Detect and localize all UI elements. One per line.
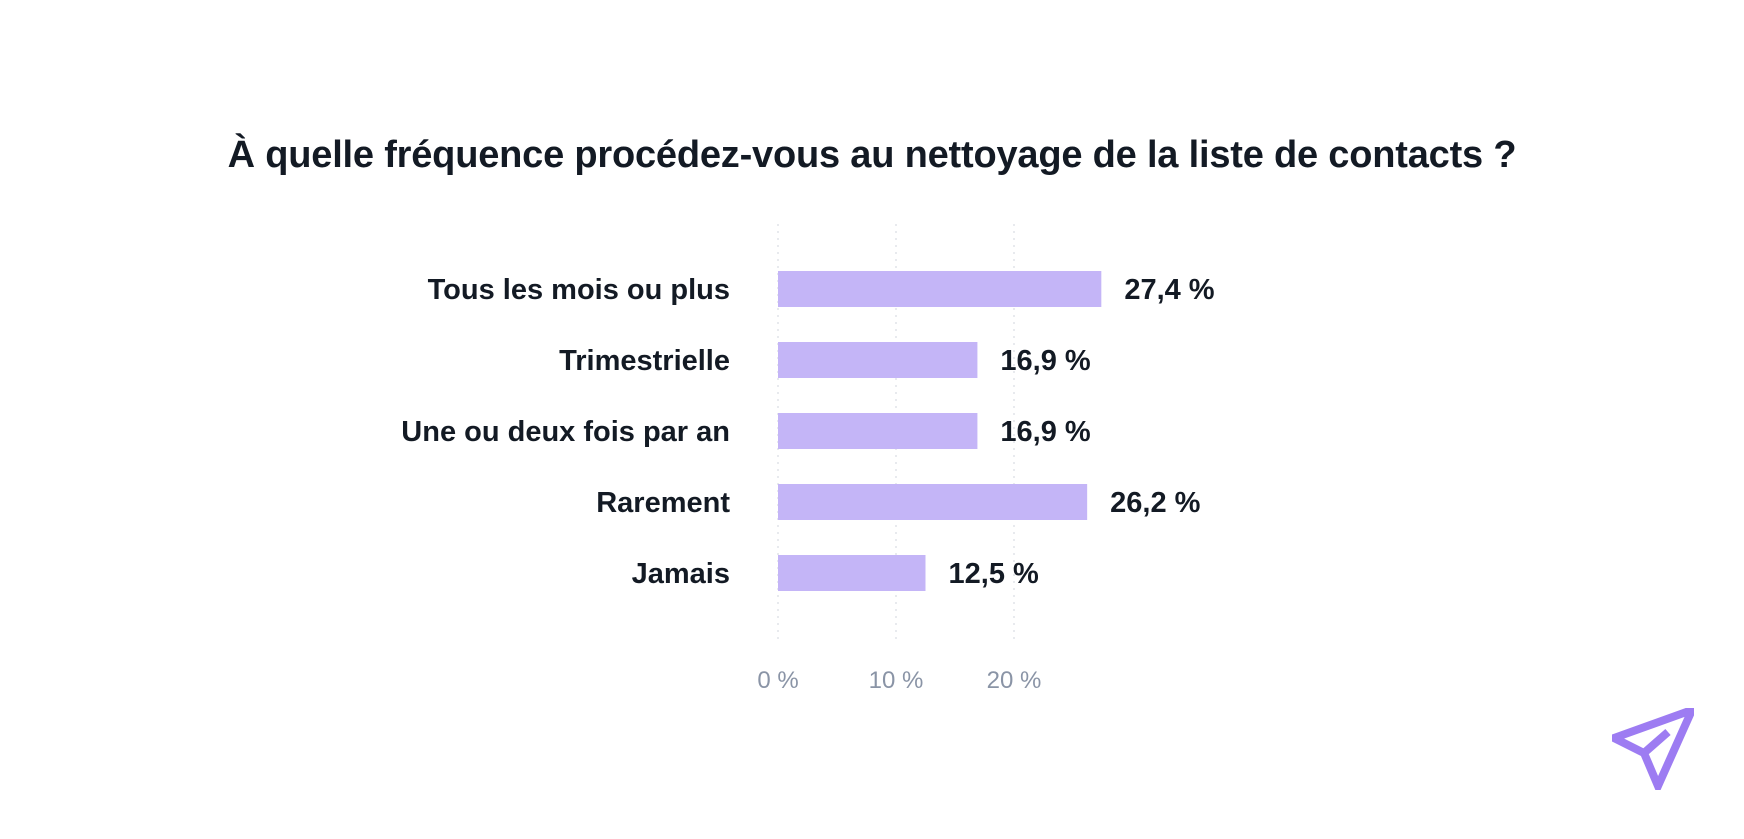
value-label: 27,4 % [1124, 274, 1214, 306]
value-label: 12,5 % [949, 558, 1039, 590]
value-label: 16,9 % [1000, 416, 1090, 448]
category-label: Une ou deux fois par an [401, 416, 730, 448]
value-label: 26,2 % [1110, 487, 1200, 519]
tick-label: 20 % [987, 667, 1042, 694]
bar [778, 555, 926, 591]
category-label: Jamais [632, 558, 730, 590]
bar [778, 342, 978, 378]
category-label: Tous les mois ou plus [428, 274, 730, 306]
tick-label: 0 % [757, 667, 798, 694]
bar [778, 271, 1102, 307]
bar [778, 413, 978, 449]
paper-plane-icon [1612, 708, 1694, 790]
category-label: Trimestrielle [559, 345, 730, 377]
category-label: Rarement [596, 487, 730, 519]
tick-label: 10 % [869, 667, 924, 694]
chart-title: À quelle fréquence procédez-vous au nett… [227, 134, 1517, 176]
value-label: 16,9 % [1000, 345, 1090, 377]
bar [778, 484, 1088, 520]
